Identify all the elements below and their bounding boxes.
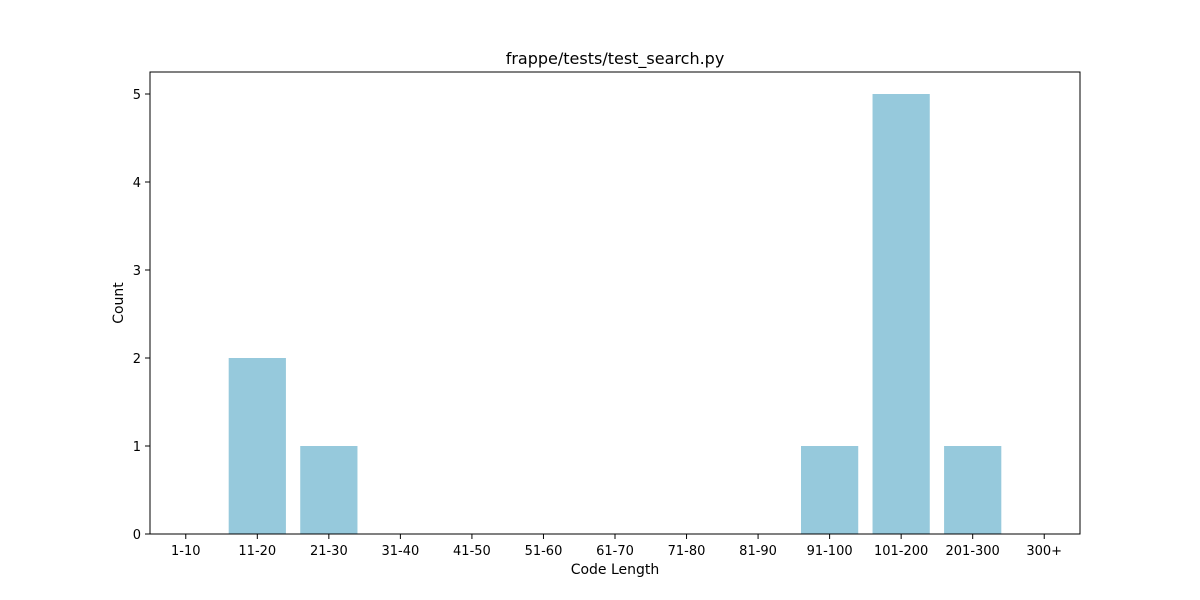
bar-21-30 <box>300 446 358 534</box>
x-tick-label: 1-10 <box>171 544 201 559</box>
x-tick-label: 91-100 <box>807 544 853 559</box>
axis-ticks: 1-10 11-20 21-30 31-40 41-50 51-60 61-70 71-80 8… <box>133 88 1062 559</box>
x-tick-label: 61-70 <box>596 544 634 559</box>
x-tick-label: 21-30 <box>310 544 348 559</box>
y-tick-label: 5 <box>133 88 141 103</box>
y-tick-label: 4 <box>133 176 141 191</box>
x-tick-label: 11-20 <box>238 544 276 559</box>
x-tick-label: 31-40 <box>381 544 419 559</box>
x-tick-label: 51-60 <box>525 544 563 559</box>
bar-91-100 <box>801 446 859 534</box>
y-tick-label: 3 <box>133 264 141 279</box>
bar-201-300 <box>944 446 1002 534</box>
x-tick-label: 81-90 <box>739 544 777 559</box>
x-tick-label: 101-200 <box>874 544 928 559</box>
x-tick-label: 41-50 <box>453 544 491 559</box>
y-tick-label: 0 <box>133 528 141 543</box>
bars <box>228 94 1002 534</box>
y-tick-label: 1 <box>133 440 141 455</box>
y-axis-label: Count <box>111 282 127 324</box>
y-tick-label: 2 <box>133 352 141 367</box>
bar-11-20 <box>228 358 286 534</box>
plot-area-frame <box>149 71 1081 535</box>
x-tick-label: 300+ <box>1026 544 1062 559</box>
x-tick-label: 71-80 <box>668 544 706 559</box>
x-tick-label: 201-300 <box>946 544 1000 559</box>
chart-title: frappe/tests/test_search.py <box>506 49 725 69</box>
bar-101-200 <box>872 94 930 534</box>
x-axis-label: Code Length <box>571 562 660 578</box>
